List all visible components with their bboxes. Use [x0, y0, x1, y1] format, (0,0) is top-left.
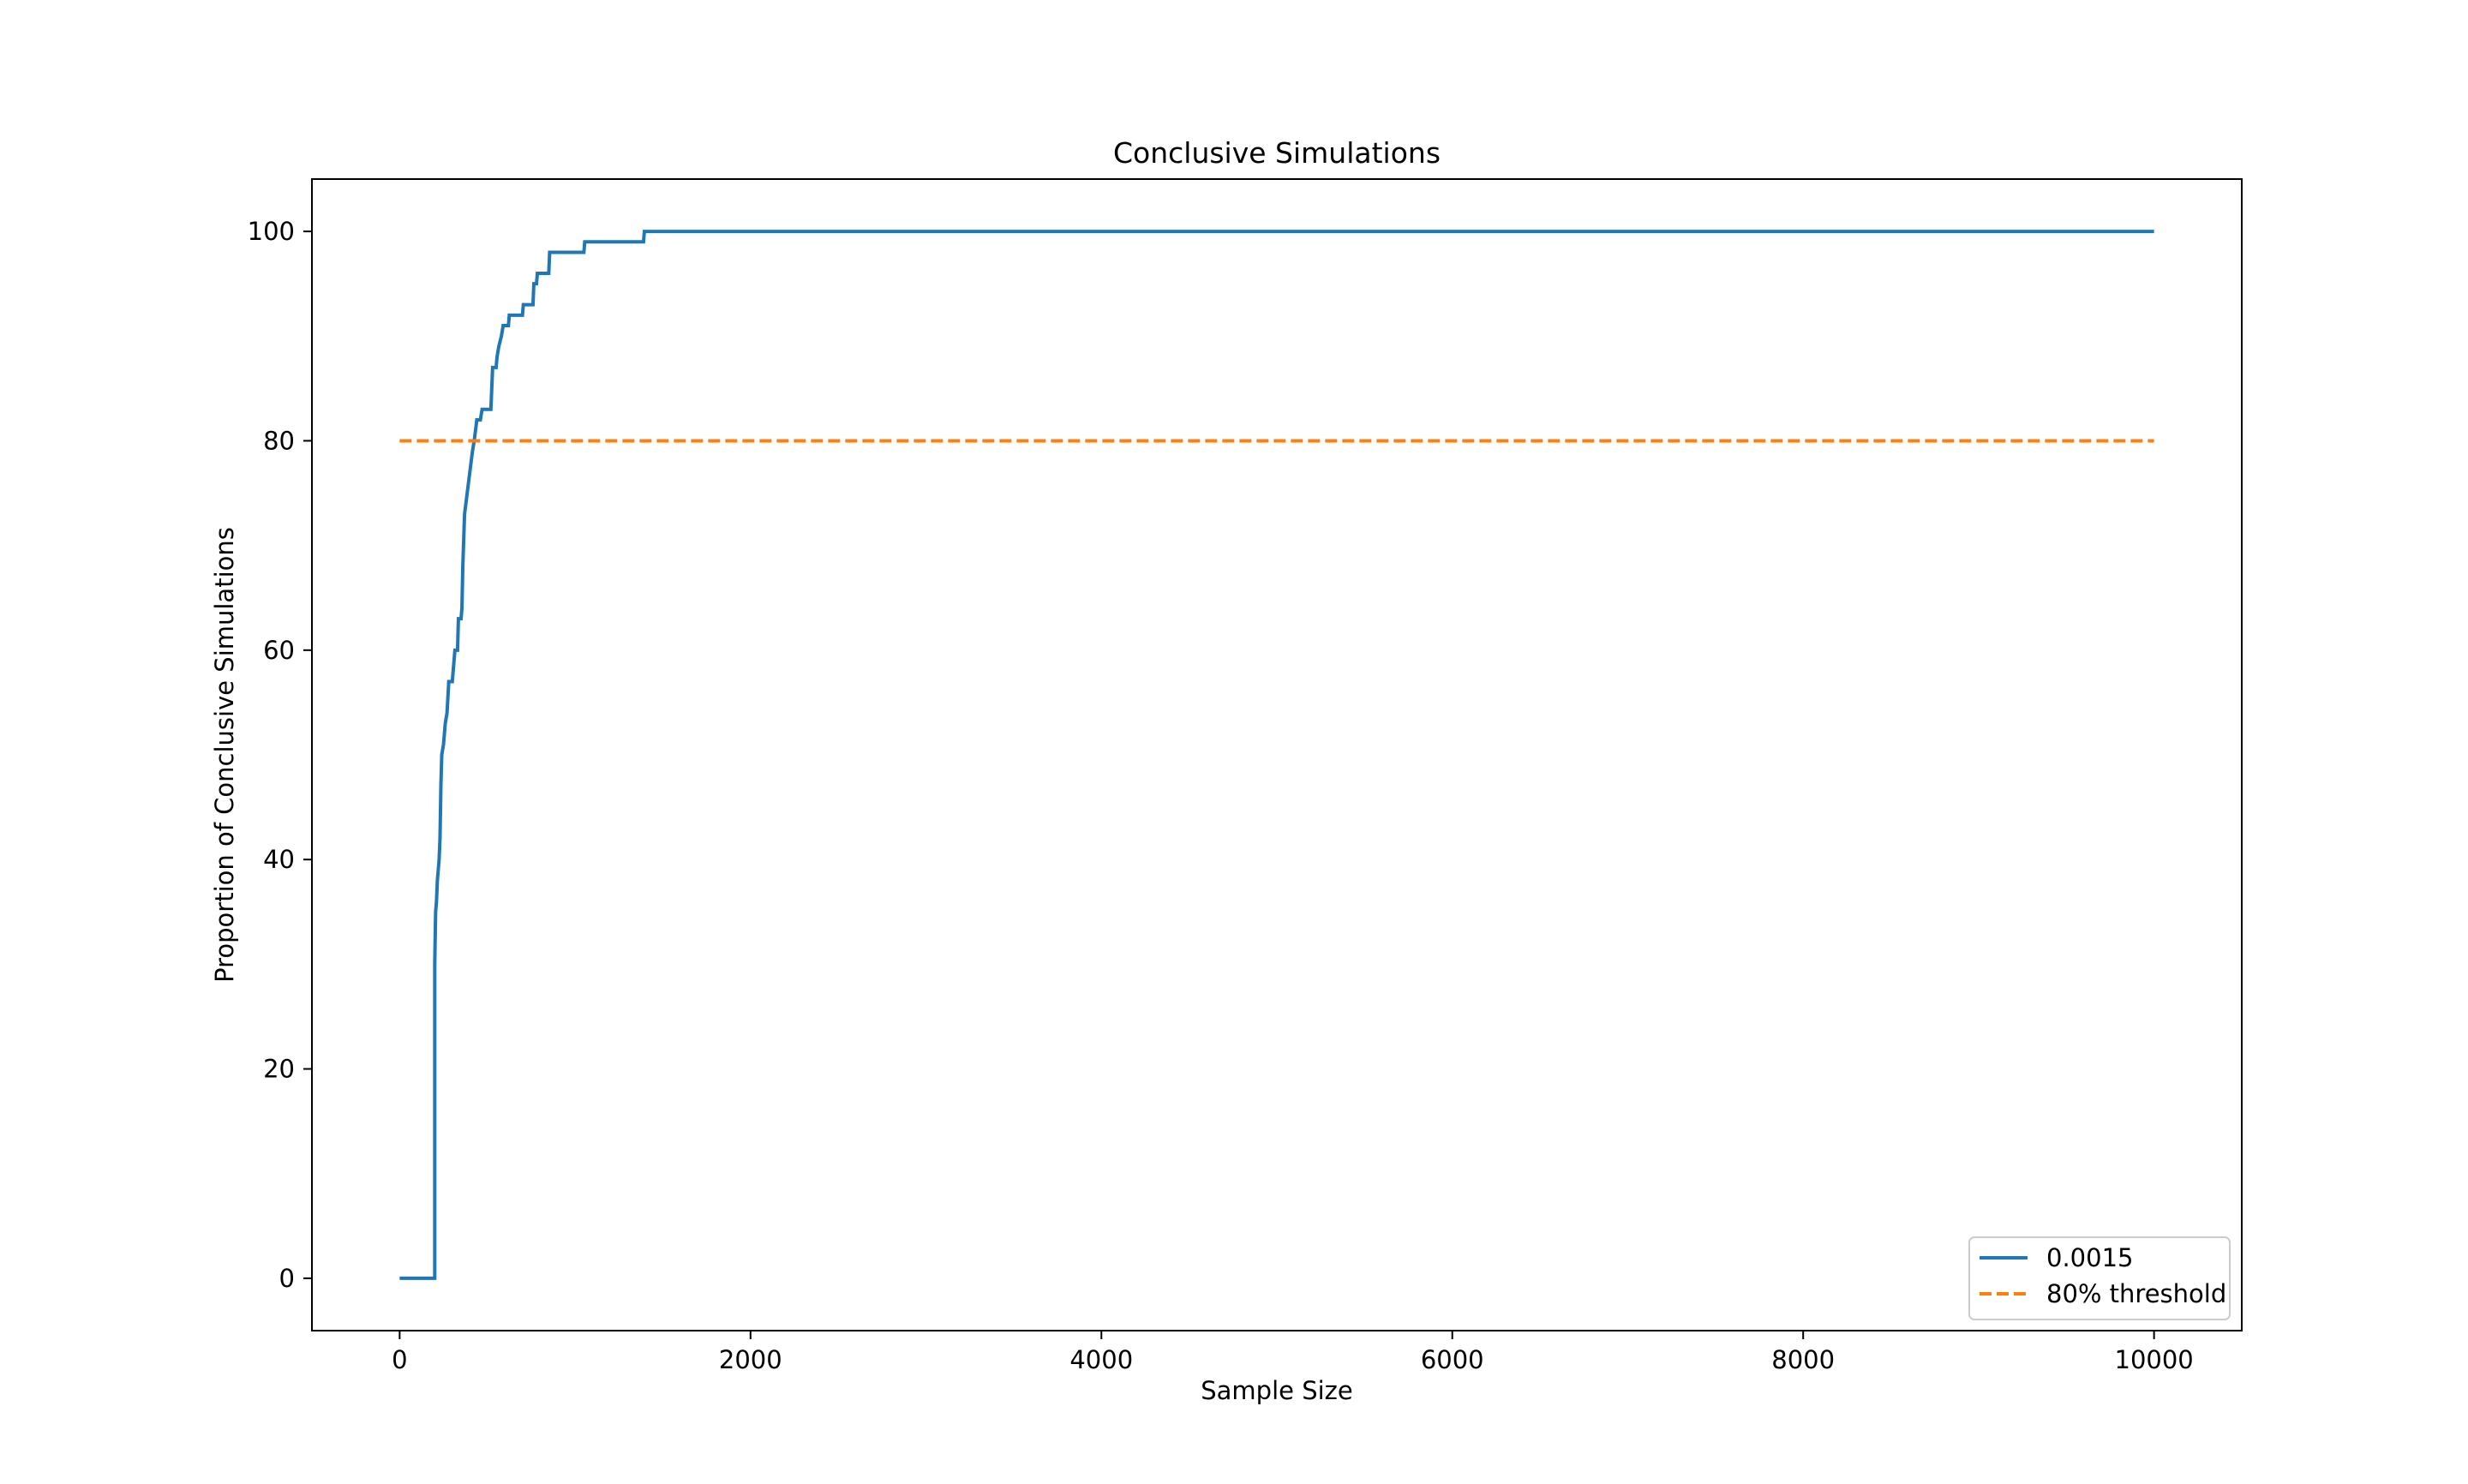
legend-label-series-0015: 0.0015 [2046, 1243, 2133, 1272]
y-tick-label: 80 [263, 426, 295, 455]
x-tick-label: 2000 [719, 1345, 782, 1374]
legend-label-threshold: 80% threshold [2046, 1279, 2226, 1308]
y-axis-label: Proportion of Conclusive Simulations [210, 527, 239, 983]
x-tick-label: 0 [392, 1345, 407, 1374]
legend-box [1968, 1236, 2231, 1320]
axis-ticks: 0 2000 4000 6000 8000 10000 0 20 40 60 80 100 [248, 217, 2194, 1374]
y-tick-label: 100 [248, 217, 295, 246]
x-tick-label: 4000 [1069, 1345, 1133, 1374]
y-tick-label: 40 [263, 845, 295, 874]
x-axis-label: Sample Size [1201, 1376, 1352, 1405]
y-tick-label: 60 [263, 636, 295, 665]
x-tick-label: 10000 [2115, 1345, 2194, 1374]
chart-title: Conclusive Simulations [1113, 136, 1441, 170]
plot-frame [311, 178, 2243, 1331]
x-tick-label: 8000 [1771, 1345, 1835, 1374]
x-tick-label: 6000 [1421, 1345, 1484, 1374]
y-tick-label: 20 [263, 1055, 295, 1084]
series-0015-line [399, 230, 2154, 1280]
y-tick-label: 0 [279, 1264, 295, 1293]
legend: 0.0015 80% threshold [1968, 1236, 2231, 1320]
plot-series [399, 230, 2154, 1280]
